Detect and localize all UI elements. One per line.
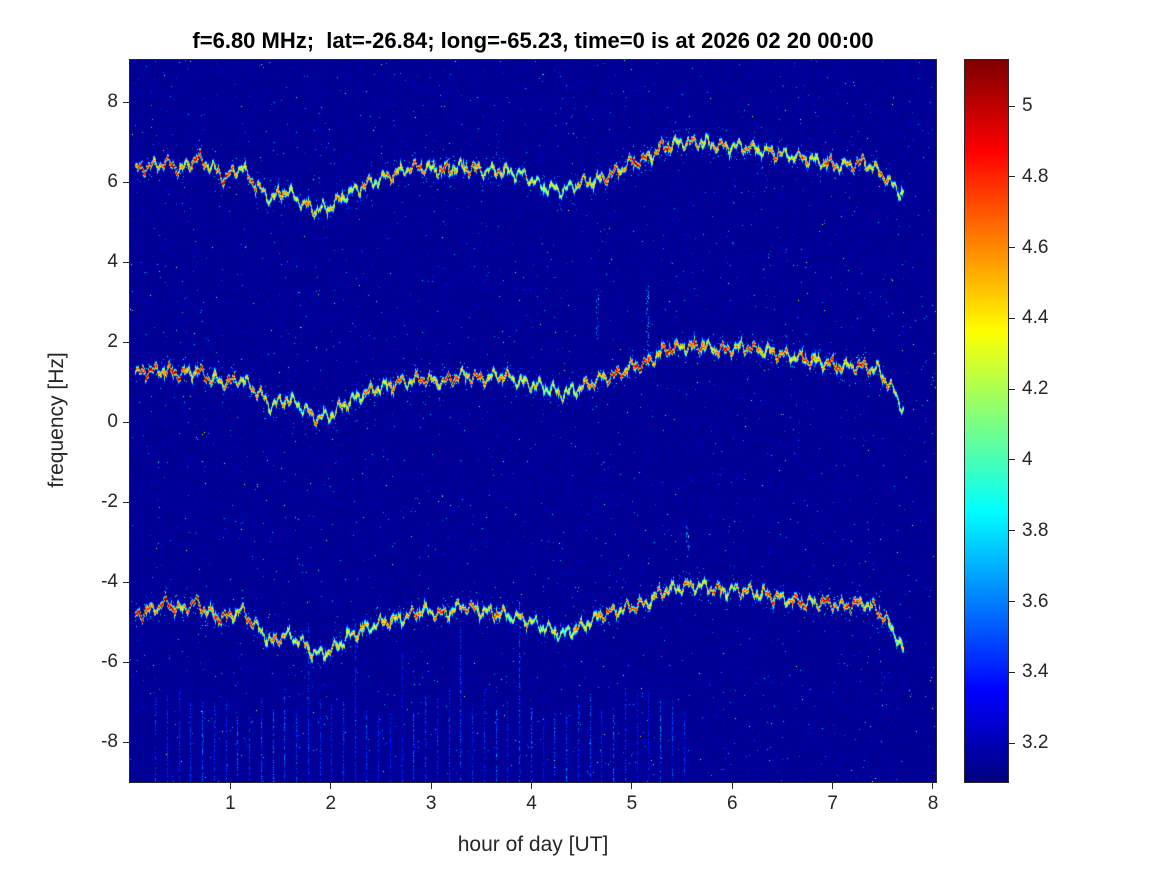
x-tick-mark bbox=[631, 783, 633, 789]
colorbar-tick-label: 5 bbox=[1022, 95, 1033, 116]
y-tick-label: 8 bbox=[107, 91, 118, 112]
y-tick-mark bbox=[123, 741, 129, 743]
colorbar-tick-label: 3.2 bbox=[1022, 732, 1049, 754]
y-tick-label: 0 bbox=[107, 411, 118, 432]
colorbar-tick-label: 4.4 bbox=[1022, 307, 1049, 329]
x-tick-mark bbox=[530, 783, 532, 789]
y-tick-mark bbox=[123, 181, 129, 183]
colorbar-tick-label: 4.6 bbox=[1022, 236, 1049, 258]
x-tick-mark bbox=[430, 783, 432, 789]
colorbar-gradient bbox=[965, 60, 1008, 782]
colorbar-tick-mark bbox=[1009, 459, 1015, 461]
colorbar-tick-label: 4.2 bbox=[1022, 378, 1049, 400]
colorbar-tick-label: 3.8 bbox=[1022, 519, 1049, 541]
colorbar-tick-mark bbox=[1009, 247, 1015, 249]
y-tick-label: 2 bbox=[107, 331, 118, 352]
x-tick-label: 8 bbox=[927, 793, 939, 814]
y-tick-mark bbox=[123, 341, 129, 343]
x-tick-label: 4 bbox=[526, 793, 537, 814]
y-tick-mark bbox=[123, 581, 129, 583]
chart-title: f=6.80 MHz; lat=-26.84; long=-65.23, tim… bbox=[192, 28, 874, 53]
x-tick-mark bbox=[731, 783, 733, 789]
x-tick-mark bbox=[330, 783, 332, 789]
colorbar bbox=[964, 59, 1009, 783]
x-tick-label: 1 bbox=[225, 793, 236, 814]
colorbar-tick-mark bbox=[1009, 317, 1015, 319]
x-tick-label: 6 bbox=[726, 793, 738, 814]
x-tick-label: 3 bbox=[425, 793, 437, 814]
y-tick-mark bbox=[123, 421, 129, 423]
colorbar-tick-label: 4 bbox=[1022, 448, 1033, 470]
x-tick-label: 5 bbox=[626, 793, 638, 814]
colorbar-tick-mark bbox=[1009, 176, 1015, 178]
colorbar-tick-mark bbox=[1009, 601, 1015, 602]
spectrogram-heatmap bbox=[130, 60, 936, 782]
colorbar-tick-mark bbox=[1009, 530, 1015, 532]
x-tick-label: 7 bbox=[827, 793, 838, 814]
x-tick-mark bbox=[229, 783, 231, 789]
colorbar-tick-mark bbox=[1009, 388, 1015, 390]
plot-area bbox=[129, 59, 937, 783]
colorbar-tick-mark bbox=[1009, 105, 1015, 107]
x-axis-label: hour of day [UT] bbox=[457, 833, 609, 856]
y-tick-label: -6 bbox=[101, 651, 118, 672]
x-tick-label: 2 bbox=[325, 793, 337, 814]
y-tick-label: 6 bbox=[107, 171, 118, 192]
y-tick-label: -2 bbox=[101, 491, 118, 512]
colorbar-tick-label: 4.8 bbox=[1022, 165, 1049, 187]
colorbar-tick-label: 3.4 bbox=[1022, 661, 1049, 683]
y-tick-label: -8 bbox=[101, 731, 118, 752]
y-tick-label: -4 bbox=[101, 571, 118, 592]
y-tick-mark bbox=[123, 661, 129, 663]
y-tick-label: 4 bbox=[107, 251, 118, 272]
colorbar-tick-label: 3.6 bbox=[1022, 590, 1049, 612]
x-tick-mark bbox=[932, 783, 934, 789]
y-tick-mark bbox=[123, 101, 129, 103]
y-tick-mark bbox=[123, 261, 129, 263]
y-tick-mark bbox=[123, 501, 129, 503]
colorbar-tick-mark bbox=[1009, 671, 1015, 673]
x-tick-mark bbox=[832, 783, 834, 789]
colorbar-tick-mark bbox=[1009, 742, 1015, 744]
